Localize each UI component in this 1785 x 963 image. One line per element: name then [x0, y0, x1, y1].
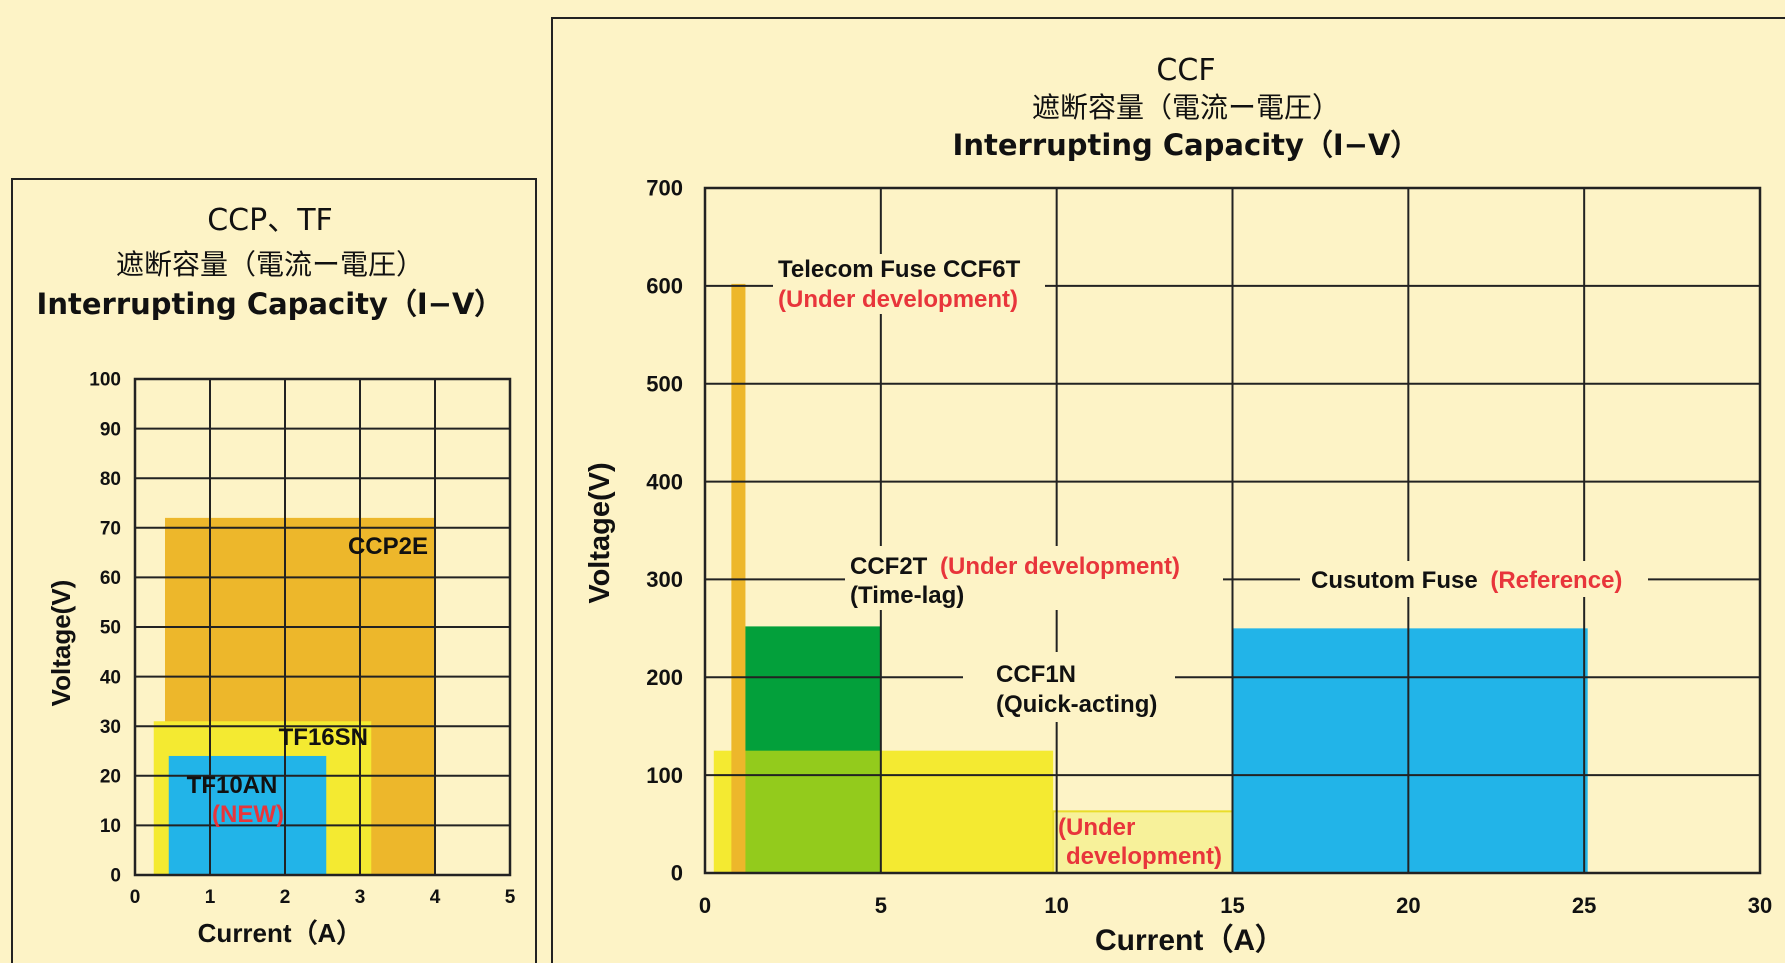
label-tf16sn: TF16SN [279, 724, 368, 751]
right-title-line1: CCF [1156, 53, 1215, 88]
y-tick-label: 60 [100, 568, 121, 589]
label-tf10an-new: (NEW) [212, 801, 284, 828]
y-tick-label: 20 [100, 766, 121, 787]
label-ccf2t-sub: (Time-lag) [850, 582, 964, 609]
x-tick-label: 3 [355, 887, 366, 908]
y-tick-label: 200 [646, 665, 683, 690]
label-custom-line: Cusutom Fuse (Reference) [1311, 567, 1622, 594]
label-bg-custom [1300, 561, 1648, 597]
y-tick-label: 0 [110, 866, 121, 887]
y-tick-label: 40 [100, 667, 121, 688]
y-tick-label: 10 [100, 816, 121, 837]
y-tick-label: 0 [671, 861, 683, 886]
label-ccf6t-note: (Under development) [778, 286, 1018, 313]
right-title-line2: 遮断容量（電流ー電圧） [1032, 91, 1340, 124]
right-region-labels: Telecom Fuse CCF6T (Under development) C… [773, 254, 1648, 870]
label-ccp2e: CCP2E [348, 533, 428, 560]
y-tick-label: 100 [89, 370, 121, 391]
right-chart-title: CCF 遮断容量（電流ー電圧） Interrupting Capacity（I−… [953, 53, 1420, 162]
label-dev-line1: (Under [1058, 814, 1135, 841]
y-tick-label: 700 [646, 176, 683, 201]
x-tick-label: 2 [280, 887, 291, 908]
left-title-line2: 遮断容量（電流ー電圧） [116, 248, 424, 281]
y-tick-label: 50 [100, 618, 121, 639]
y-tick-label: 70 [100, 518, 121, 539]
y-tick-label: 30 [100, 717, 121, 738]
y-tick-label: 500 [646, 371, 683, 396]
label-dev-line2: development) [1066, 843, 1222, 870]
left-y-axis-label: Voltage(V) [46, 580, 76, 707]
label-ccf6t: Telecom Fuse CCF6T [778, 256, 1021, 283]
label-ccf1n-sub: (Quick-acting) [996, 691, 1157, 718]
label-custom: Cusutom Fuse [1311, 567, 1478, 594]
region-cusutom-fuse [1232, 628, 1588, 873]
x-tick-label: 10 [1044, 893, 1068, 918]
right-y-axis-label: Voltage(V) [584, 462, 616, 603]
x-tick-label: 25 [1572, 893, 1596, 918]
plot-border [703, 186, 1762, 875]
y-tick-label: 300 [646, 567, 683, 592]
y-tick-label: 400 [646, 469, 683, 494]
x-tick-label: 4 [430, 887, 441, 908]
y-tick-label: 90 [100, 419, 121, 440]
y-tick-label: 100 [646, 763, 683, 788]
label-ccf2t-line: CCF2T (Under development) [850, 553, 1180, 580]
left-title-line3: Interrupting Capacity（I−V） [37, 287, 504, 321]
region-ccf2t-ccf1n [733, 750, 881, 873]
left-chart-title: CCP、TF 遮断容量（電流ー電圧） Interrupting Capacity… [37, 203, 504, 321]
label-custom-note: (Reference) [1490, 567, 1622, 594]
y-tick-label: 80 [100, 469, 121, 490]
left-x-axis-label: Current（A） [198, 918, 363, 948]
label-ccf1n: CCF1N [996, 661, 1076, 688]
x-tick-label: 1 [205, 887, 216, 908]
region-under-development [1052, 810, 1234, 874]
x-tick-label: 0 [699, 893, 711, 918]
label-bg-ccf6t [773, 254, 1045, 314]
right-title-line3: Interrupting Capacity（I−V） [953, 128, 1420, 162]
x-tick-label: 20 [1396, 893, 1420, 918]
x-tick-label: 15 [1220, 893, 1244, 918]
label-ccf2t: CCF2T [850, 553, 928, 580]
left-region-labels: CCP2E TF16SN TF10AN (NEW) [187, 533, 428, 828]
left-title-line1: CCP、TF [207, 203, 333, 238]
x-tick-label: 5 [875, 893, 887, 918]
y-tick-label: 600 [646, 274, 683, 299]
right-x-axis-label: Current（A） [1095, 923, 1285, 957]
label-ccf2t-note: (Under development) [940, 553, 1180, 580]
label-bg-ccf1n [963, 652, 1175, 722]
plot-border [133, 377, 512, 877]
left-panel-frame [11, 178, 537, 963]
label-bg-ccf2t [845, 546, 1223, 610]
right-panel-frame [551, 17, 1785, 963]
x-tick-label: 5 [505, 887, 516, 908]
label-tf10an: TF10AN [187, 772, 278, 799]
x-tick-label: 0 [130, 887, 141, 908]
x-tick-label: 30 [1748, 893, 1772, 918]
